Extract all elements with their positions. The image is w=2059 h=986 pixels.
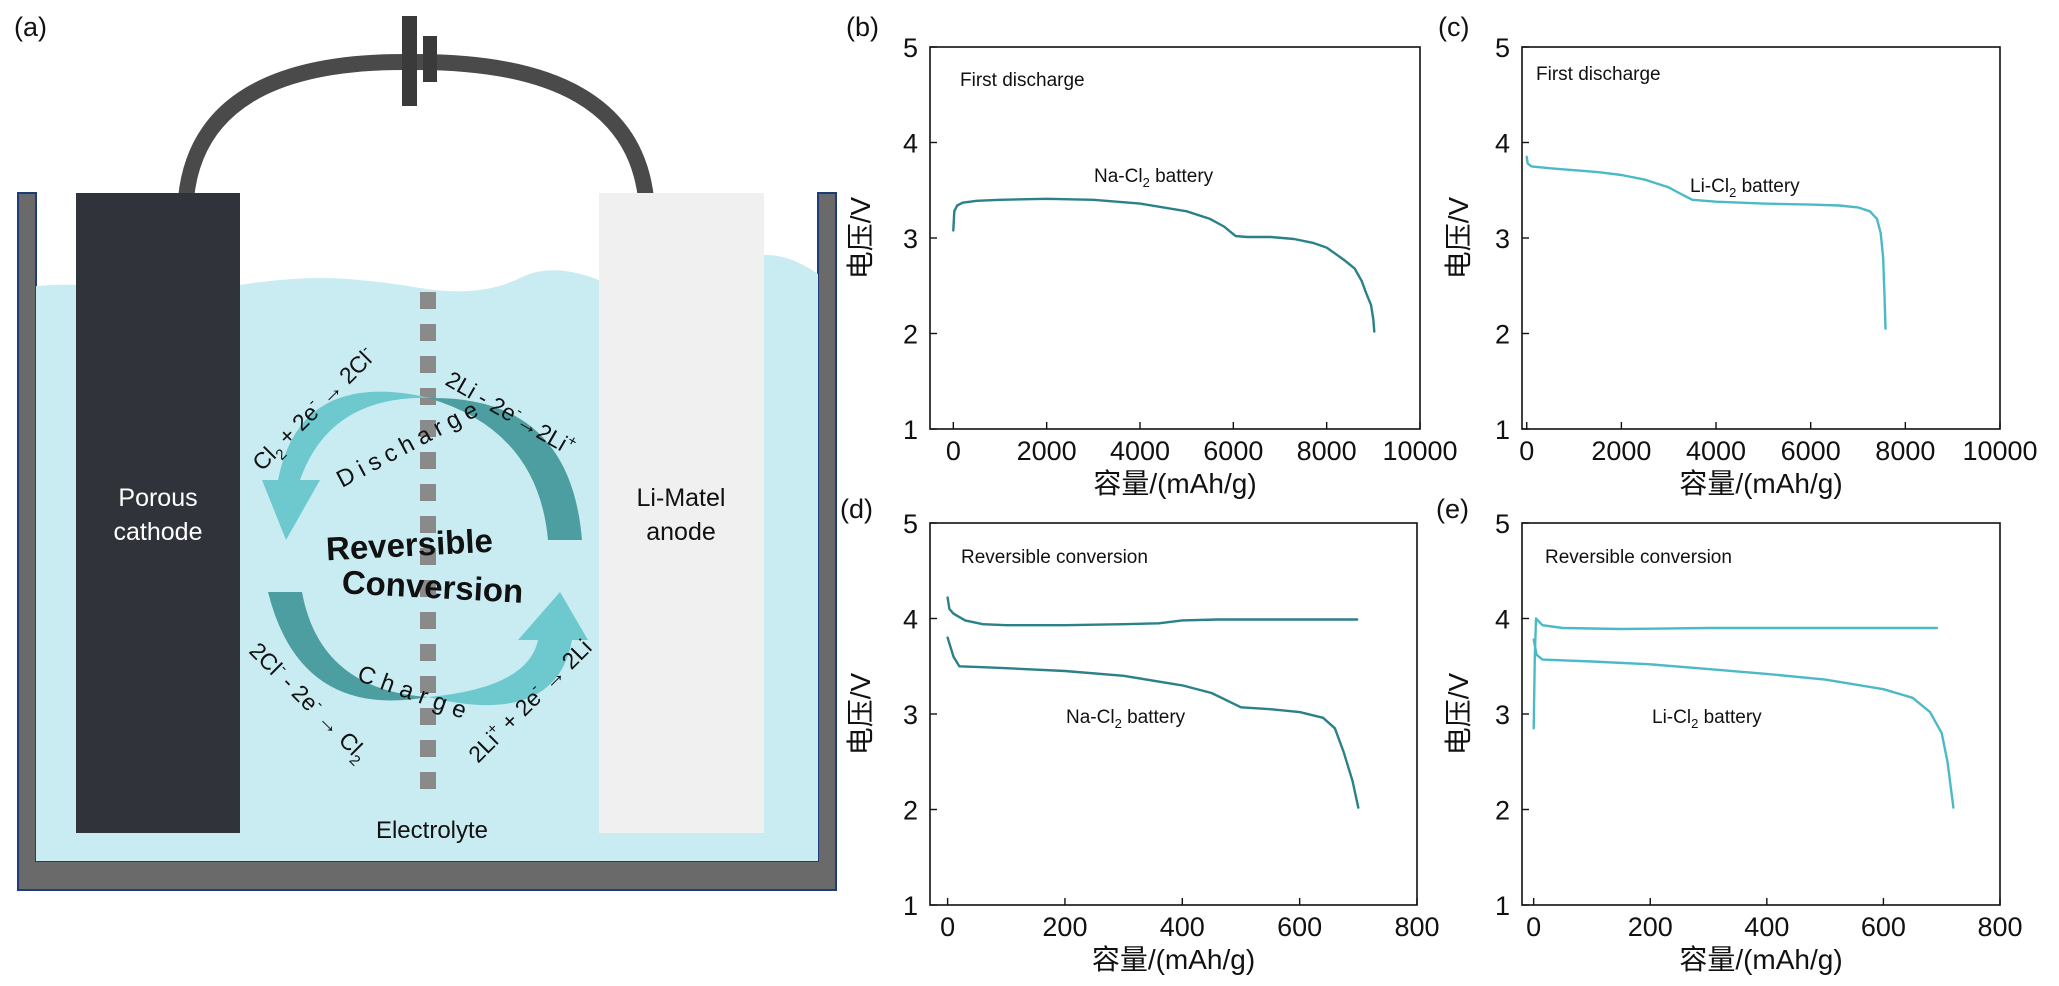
y-tick-label: 3 <box>903 700 918 730</box>
y-axis-label: 电压/V <box>845 196 876 279</box>
series-line-1 <box>946 596 1359 627</box>
chart-c: (c) 0 2000 4000 6000 8000 10000 1 2 3 4 5 容量/(mAh/g)… <box>1438 12 2038 499</box>
chart-annotation: First discharge <box>960 70 1085 91</box>
chart-panels: (b)0 2000 4000 6000 8000 1000012345容量/(mAh/g)… <box>840 12 2038 975</box>
panel-letter-c: (c) <box>1438 12 1469 42</box>
x-axis-label: 容量/(mAh/g) <box>1092 944 1255 975</box>
porous-cathode <box>76 193 240 833</box>
series-label: Na-Cl2 battery <box>1094 166 1214 190</box>
x-tick-label: 800 <box>1394 912 1439 942</box>
x-tick-label: 200 <box>1628 912 1673 942</box>
y-tick-label: 3 <box>1495 224 1510 254</box>
chart-annotation: Reversible conversion <box>1545 547 1732 568</box>
x-tick-label: 10000 <box>1962 436 2037 466</box>
x-tick-label: 8000 <box>1297 436 1357 466</box>
schematic-panel: (a) Porous cathode Li-Matel anode <box>14 12 837 891</box>
y-tick-label: 1 <box>1495 415 1510 445</box>
x-axis-label: 容量/(mAh/g) <box>1679 468 1842 499</box>
series-line-2 <box>1532 638 1955 809</box>
panel-letter-b: (b) <box>846 12 879 42</box>
y-tick-label: 5 <box>1495 33 1510 63</box>
plot-frame <box>1521 46 2001 430</box>
y-tick-label: 2 <box>903 796 918 826</box>
y-tick-label: 4 <box>1495 129 1510 159</box>
x-tick-label: 600 <box>1861 912 1906 942</box>
metal-anode <box>599 193 764 833</box>
chart-annotation: First discharge <box>1536 64 1661 85</box>
y-tick-label: 2 <box>903 320 918 350</box>
y-tick-label: 1 <box>903 415 918 445</box>
x-tick-label: 0 <box>946 436 961 466</box>
x-tick-label: 400 <box>1744 912 1789 942</box>
y-tick-label: 4 <box>903 605 918 635</box>
y-tick-label: 5 <box>1495 509 1510 539</box>
y-tick-label: 1 <box>1495 891 1510 921</box>
battery-long-plate <box>402 16 417 106</box>
panel-letter-e: (e) <box>1436 494 1469 524</box>
y-tick-label: 2 <box>1495 796 1510 826</box>
chart-annotation: Reversible conversion <box>961 547 1148 568</box>
x-tick-label: 4000 <box>1686 436 1746 466</box>
plot-frame <box>929 46 1421 430</box>
x-tick-label: 0 <box>1526 912 1541 942</box>
x-tick-label: 800 <box>1977 912 2022 942</box>
y-tick-label: 3 <box>1495 700 1510 730</box>
x-tick-label: 8000 <box>1875 436 1935 466</box>
battery-short-plate <box>423 36 437 82</box>
y-tick-label: 3 <box>903 224 918 254</box>
y-tick-label: 2 <box>1495 320 1510 350</box>
y-tick-label: 4 <box>903 129 918 159</box>
charge-arrow-left <box>268 592 428 701</box>
x-tick-label: 400 <box>1160 912 1205 942</box>
y-axis-label: 电压/V <box>1443 196 1474 279</box>
discharge-arrow-right <box>428 397 582 540</box>
y-tick-label: 4 <box>1495 605 1510 635</box>
discharge-arrow-left <box>262 391 430 540</box>
x-axis-label: 容量/(mAh/g) <box>1093 468 1256 499</box>
anode-label-line2: anode <box>646 518 716 546</box>
series-label: Na-Cl2 battery <box>1066 707 1186 731</box>
series-line-2 <box>946 636 1360 809</box>
x-tick-label: 0 <box>1519 436 1534 466</box>
y-tick-label: 5 <box>903 33 918 63</box>
y-tick-label: 5 <box>903 509 918 539</box>
chart-d: (d) 0 200 400 600 800 1 2 3 4 5 容量/(mAh/g) 电压/V Rever… <box>840 494 1440 975</box>
anode-label-line1: Li-Matel <box>637 484 726 512</box>
series-line-1 <box>1525 155 1887 330</box>
y-axis-label: 电压/V <box>1443 672 1474 755</box>
x-tick-label: 6000 <box>1781 436 1841 466</box>
x-tick-label: 0 <box>940 912 955 942</box>
series-line-1 <box>952 197 1376 333</box>
y-tick-label: 1 <box>903 891 918 921</box>
chart-e: (e) 0 200 400 600 800 1 2 3 4 5 容量/(mAh/g) 电压/V Rever… <box>1436 494 2023 975</box>
x-tick-label: 4000 <box>1110 436 1170 466</box>
y-axis-label: 电压/V <box>845 672 876 755</box>
center-label-line1: Reversible <box>325 522 494 568</box>
x-tick-label: 600 <box>1277 912 1322 942</box>
x-tick-label: 200 <box>1042 912 1087 942</box>
series-label: Li-Cl2 battery <box>1652 707 1762 731</box>
x-tick-label: 2000 <box>1017 436 1077 466</box>
panel-letter-a: (a) <box>14 12 47 42</box>
x-axis-label: 容量/(mAh/g) <box>1679 944 1842 975</box>
x-tick-label: 6000 <box>1203 436 1263 466</box>
x-tick-label: 10000 <box>1382 436 1457 466</box>
electrolyte-label: Electrolyte <box>376 817 488 844</box>
charge-arrow-right <box>428 592 588 706</box>
cathode-label-line1: Porous <box>118 484 197 512</box>
panel-letter-d: (d) <box>840 494 873 524</box>
x-tick-label: 2000 <box>1591 436 1651 466</box>
chart-b: (b) 0 2000 4000 6000 8000 10000 1 2 3 4 5 容量/(mAh/g)… <box>845 12 1458 499</box>
cathode-label-line2: cathode <box>114 518 203 546</box>
series-label: Li-Cl2 battery <box>1690 176 1800 200</box>
